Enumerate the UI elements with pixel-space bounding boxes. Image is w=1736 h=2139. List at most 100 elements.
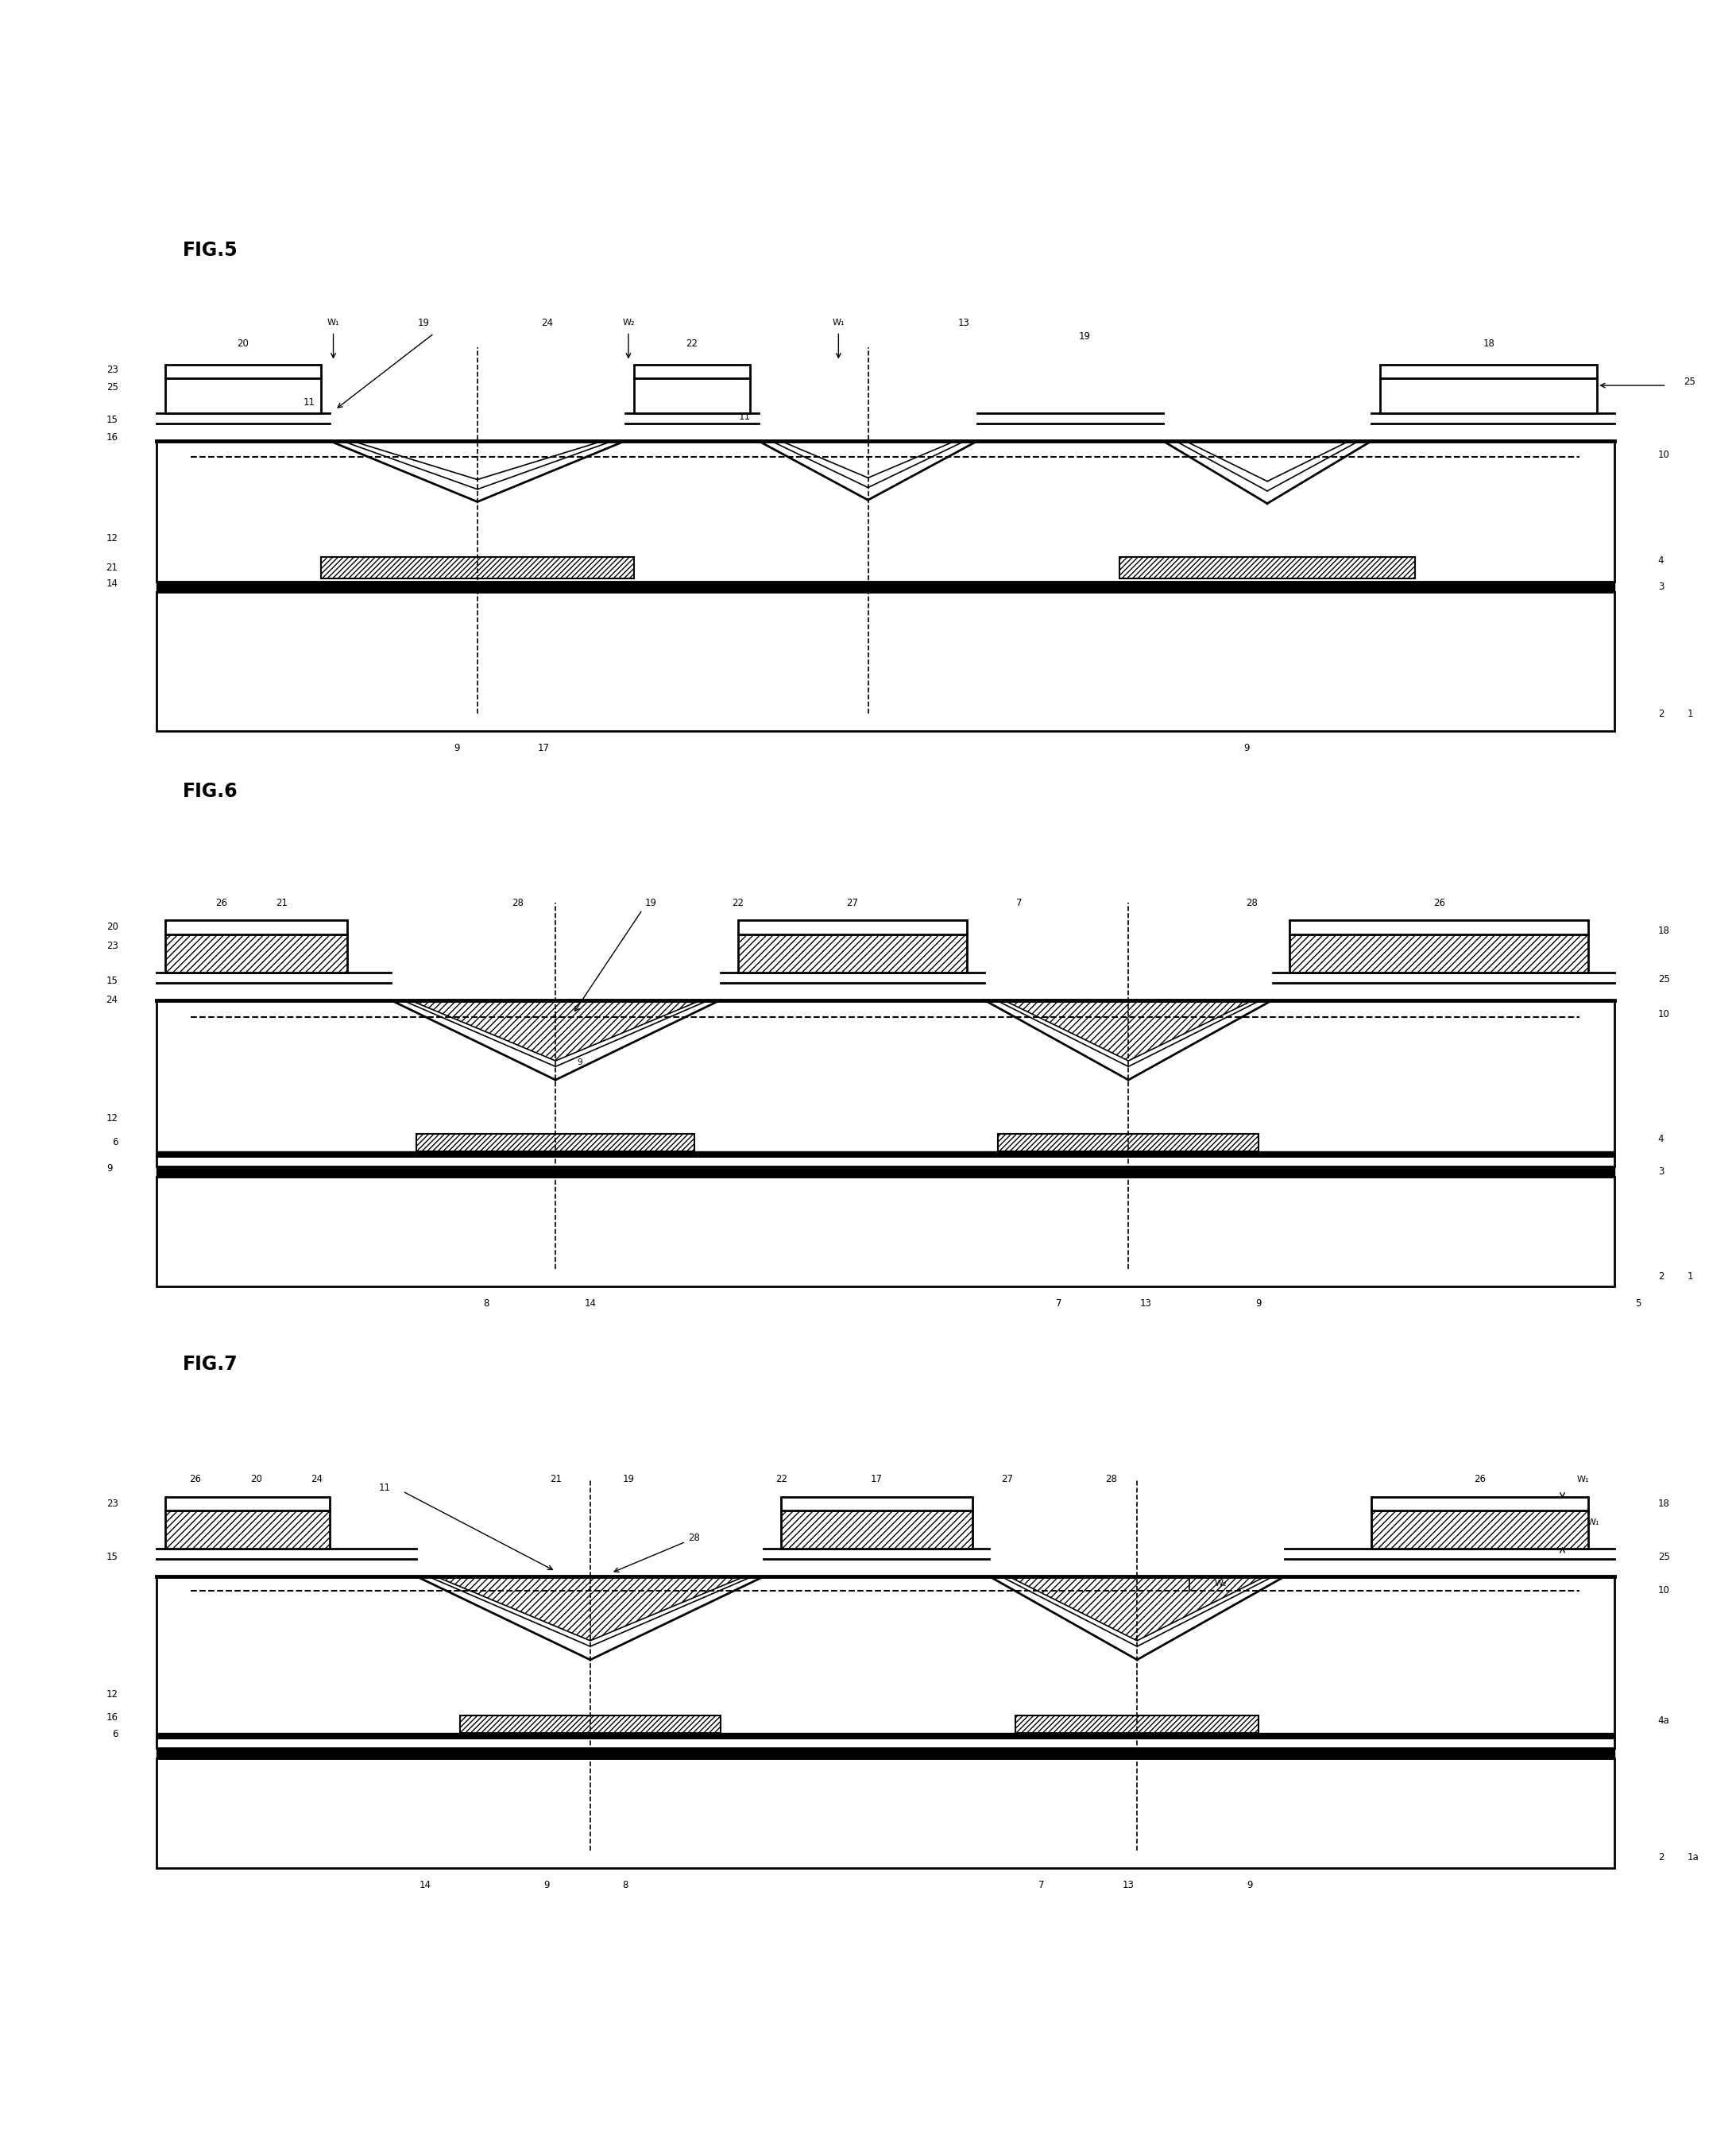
FancyBboxPatch shape [165,935,347,973]
Text: 12: 12 [106,1690,118,1701]
FancyBboxPatch shape [156,1576,1614,1737]
Text: 20: 20 [238,338,248,349]
FancyBboxPatch shape [156,1748,1614,1758]
FancyBboxPatch shape [1371,1497,1588,1510]
Text: 1: 1 [1687,708,1693,719]
Text: 25: 25 [1658,1553,1670,1561]
Text: 21: 21 [276,898,288,907]
Polygon shape [1003,1001,1253,1061]
Text: 28: 28 [689,1534,700,1544]
FancyBboxPatch shape [1380,364,1597,379]
Text: 19: 19 [418,319,429,327]
Text: W₂: W₂ [621,319,635,327]
Text: 6: 6 [113,1728,118,1739]
Text: 23: 23 [106,941,118,952]
FancyBboxPatch shape [1290,920,1588,935]
FancyBboxPatch shape [634,379,750,413]
Text: 26: 26 [215,898,227,907]
Text: 15: 15 [106,975,118,986]
FancyBboxPatch shape [1371,1510,1588,1549]
FancyBboxPatch shape [156,1758,1614,1867]
FancyBboxPatch shape [165,1510,330,1549]
Text: 2: 2 [1658,1852,1663,1863]
Text: 13: 13 [1141,1298,1151,1309]
Text: 23: 23 [106,364,118,374]
Text: 1a: 1a [1687,1852,1700,1863]
Text: 28: 28 [512,898,523,907]
Polygon shape [1009,1576,1266,1641]
Text: 9: 9 [108,1164,113,1174]
FancyBboxPatch shape [165,364,321,379]
Text: 17: 17 [871,1474,882,1484]
Text: 26: 26 [1434,898,1444,907]
Polygon shape [410,1001,701,1061]
Text: W₁: W₁ [1576,1476,1590,1482]
Text: W₁: W₁ [1587,1519,1601,1527]
Text: W₁: W₁ [326,319,340,327]
FancyBboxPatch shape [156,1157,1614,1166]
Text: 7: 7 [1016,898,1023,907]
Text: 9: 9 [453,742,460,753]
Text: 9: 9 [1246,1880,1253,1891]
Text: 13: 13 [1123,1880,1134,1891]
Text: 10: 10 [1658,1585,1670,1596]
FancyBboxPatch shape [156,1176,1614,1286]
FancyBboxPatch shape [156,1733,1614,1737]
Text: 18: 18 [1483,338,1495,349]
Text: 25: 25 [1684,376,1696,387]
Text: 24: 24 [542,319,552,327]
Text: 19: 19 [646,898,656,907]
FancyBboxPatch shape [781,1510,972,1549]
Text: 15: 15 [106,1553,118,1561]
FancyBboxPatch shape [321,558,634,578]
Text: 19: 19 [623,1474,634,1484]
Text: 20: 20 [106,922,118,933]
FancyBboxPatch shape [156,1737,1614,1748]
FancyBboxPatch shape [165,920,347,935]
FancyBboxPatch shape [738,935,967,973]
Text: 28: 28 [1106,1474,1116,1484]
FancyBboxPatch shape [156,441,1614,582]
FancyBboxPatch shape [156,582,1614,593]
FancyBboxPatch shape [460,1715,720,1733]
FancyBboxPatch shape [165,1497,330,1510]
Text: W₂: W₂ [1213,1579,1227,1587]
Text: 19: 19 [1080,332,1090,342]
FancyBboxPatch shape [417,1134,694,1151]
FancyBboxPatch shape [156,1001,1614,1157]
Text: 1: 1 [1687,1271,1693,1281]
Text: 17: 17 [538,742,549,753]
FancyBboxPatch shape [1380,379,1597,413]
Text: 9: 9 [543,1880,550,1891]
Text: 7: 7 [1038,1880,1045,1891]
FancyBboxPatch shape [1016,1715,1259,1733]
Text: 24: 24 [311,1474,323,1484]
Text: 8: 8 [621,1880,628,1891]
Text: 4: 4 [1658,556,1663,567]
Text: 6: 6 [113,1138,118,1149]
Text: 21: 21 [550,1474,561,1484]
FancyBboxPatch shape [781,1497,972,1510]
Text: 11: 11 [378,1482,391,1493]
Text: 4: 4 [1658,1134,1663,1144]
Text: 15: 15 [106,415,118,426]
Text: 25: 25 [106,383,118,391]
FancyBboxPatch shape [1290,935,1588,973]
Text: FIG.7: FIG.7 [182,1356,238,1373]
FancyBboxPatch shape [1120,558,1415,578]
Text: 16: 16 [106,1711,118,1722]
Text: 28: 28 [1246,898,1257,907]
Text: 11: 11 [740,411,750,421]
Text: 8: 8 [483,1298,490,1309]
Text: 7: 7 [1055,1298,1062,1309]
Text: 18: 18 [1658,926,1670,935]
Text: 22: 22 [776,1474,786,1484]
Text: 9: 9 [576,1059,583,1067]
Text: FIG.5: FIG.5 [182,240,238,259]
Text: 14: 14 [585,1298,595,1309]
Text: 3: 3 [1658,582,1663,593]
Text: 27: 27 [847,898,858,907]
Text: 22: 22 [686,338,698,349]
Text: 4a: 4a [1658,1715,1670,1726]
Text: 21: 21 [106,563,118,573]
